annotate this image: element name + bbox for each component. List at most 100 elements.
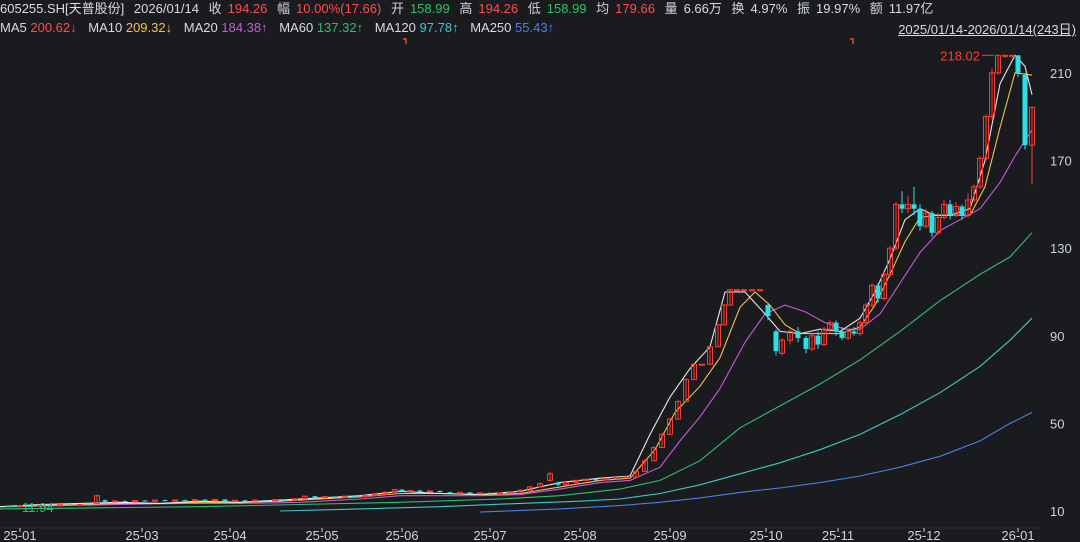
avg-value: 179.66 xyxy=(615,1,655,16)
candle-body-up xyxy=(563,482,569,486)
candle-body-up xyxy=(857,322,863,335)
candle-body-down xyxy=(282,499,288,501)
ma60-line xyxy=(0,232,1033,510)
stock-code: 605255.SH[天普股份] xyxy=(0,1,125,16)
event-marker xyxy=(403,38,407,44)
candle-body-up xyxy=(407,489,413,492)
candle-body-up xyxy=(941,203,947,218)
candle-body-down xyxy=(67,504,73,506)
ma120-legend[interactable]: MA120 97.78↑ xyxy=(374,20,459,35)
y-tick-label: 130 xyxy=(1050,241,1072,256)
x-tick-label: 25-11 xyxy=(822,528,854,542)
close-value: 194.26 xyxy=(227,1,268,16)
low-label: 低 xyxy=(527,1,541,16)
candle-body-down xyxy=(399,489,405,492)
candle-body-up xyxy=(923,212,929,227)
candle-body-up xyxy=(721,304,727,326)
candle-body-down xyxy=(1022,75,1028,146)
candle-body-up xyxy=(965,199,971,216)
candle-body-down xyxy=(102,500,108,502)
candle-body-up xyxy=(547,473,553,481)
amplitude-label: 振 xyxy=(797,1,811,16)
candle-body-up xyxy=(845,330,851,339)
candle-body-up xyxy=(302,495,308,500)
turnover-label: 换 xyxy=(731,1,745,16)
kline-chart[interactable]: 210 170 130 90 50 10 25-01 25-03 25-04 25-05 25-06… xyxy=(0,37,1080,542)
candle-body-up xyxy=(642,460,648,473)
ma120-line xyxy=(279,317,1033,512)
candle-body-up xyxy=(427,490,433,493)
candle-body-down xyxy=(162,500,168,502)
candle-body-down xyxy=(851,331,857,334)
candle-body-up xyxy=(715,324,721,348)
candle-body-up xyxy=(623,476,629,479)
candle-body-down xyxy=(242,500,248,502)
candle-body-up xyxy=(603,478,609,481)
candle-body-down xyxy=(47,505,53,507)
candle-body-up xyxy=(651,447,657,462)
candle-body-up xyxy=(863,304,869,324)
close-label: 收 xyxy=(208,1,222,16)
candle-body-up xyxy=(292,498,298,501)
candle-body-up xyxy=(322,496,328,499)
candle-body-down xyxy=(929,213,935,233)
candle-body-up xyxy=(757,289,763,292)
candle-body-down xyxy=(222,499,228,502)
x-tick-label: 25-03 xyxy=(125,528,158,542)
candle-body-down xyxy=(815,335,821,345)
ma60-legend[interactable]: MA60 137.32↑ xyxy=(279,20,364,35)
ma20-line xyxy=(0,129,1033,508)
candle-body-down xyxy=(911,204,917,209)
candle-body-up xyxy=(779,339,785,354)
candle-body-up xyxy=(372,493,378,497)
ma20-legend[interactable]: MA20 184.38↑ xyxy=(183,20,268,35)
candle-body-down xyxy=(803,337,809,349)
x-tick-label: 25-08 xyxy=(563,528,596,542)
low-value: 158.99 xyxy=(546,1,587,16)
candle-body-down xyxy=(795,331,801,338)
candle-body-up xyxy=(1002,54,1008,57)
candle-body-up xyxy=(667,418,673,435)
candle-body-up xyxy=(507,491,513,494)
candle-body-down xyxy=(182,500,188,502)
candle-body-up xyxy=(983,116,989,159)
candle-body-up xyxy=(691,363,697,381)
candle-body-up xyxy=(272,499,278,502)
candle-body-up xyxy=(517,489,523,493)
open-label: 开 xyxy=(390,1,404,16)
candle-body-up xyxy=(827,322,833,330)
quote-header: 605255.SH[天普股份] 2026/01/14 收 194.26 幅 10.0… xyxy=(0,0,1080,18)
ma250-legend[interactable]: MA250 55.43↑ xyxy=(470,20,555,35)
candle-body-down xyxy=(122,500,128,502)
candle-body-up xyxy=(727,289,733,306)
ma5-legend[interactable]: MA5 200.62↓ xyxy=(0,20,77,35)
candle-body-up xyxy=(741,289,747,292)
candle-body-up xyxy=(382,491,388,495)
high-label: 高 xyxy=(459,1,473,16)
turnover-value: 4.97% xyxy=(750,1,788,16)
candle-body-up xyxy=(971,186,977,201)
x-tick-label: 25-12 xyxy=(907,528,940,542)
y-tick-label: 210 xyxy=(1050,66,1072,81)
candle-body-up xyxy=(989,72,995,118)
candle-body-up xyxy=(112,500,118,503)
quote-date: 2026/01/14 xyxy=(133,1,199,16)
y-tick-label: 50 xyxy=(1050,416,1064,431)
candle-body-up xyxy=(613,477,619,480)
ma10-legend[interactable]: MA10 209.32↓ xyxy=(88,20,173,35)
candle-body-up xyxy=(252,499,258,502)
candle-body-up xyxy=(887,247,893,275)
date-range-label[interactable]: 2025/01/14-2026/01/14(243日) xyxy=(898,22,1076,37)
candle-body-up xyxy=(192,499,198,502)
candle-body-down xyxy=(87,504,93,506)
candle-body-down xyxy=(142,500,148,502)
candle-body-up xyxy=(132,500,138,503)
candle-body-up xyxy=(809,335,815,350)
candle-body-up xyxy=(212,498,218,502)
candle-body-up xyxy=(953,206,959,216)
candle-body-down xyxy=(487,492,493,494)
high-value: 194.26 xyxy=(478,1,519,16)
x-tick-label: 25-09 xyxy=(653,528,686,542)
volume-value: 6.66万 xyxy=(683,1,722,16)
candle-body-up xyxy=(787,330,793,341)
